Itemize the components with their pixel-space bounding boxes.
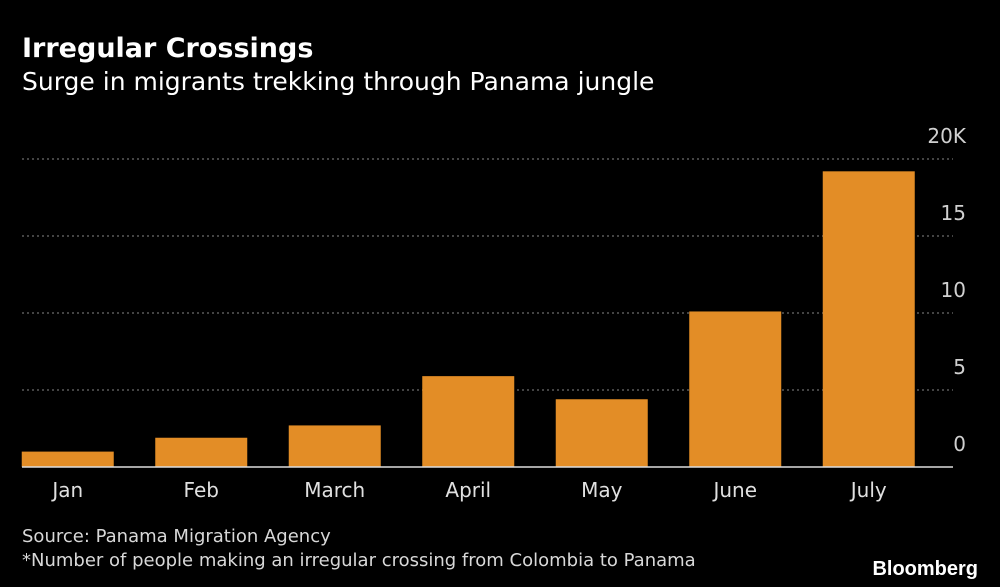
y-tick-label: 0: [953, 432, 966, 456]
x-tick-label: Feb: [184, 478, 219, 502]
bar: [822, 171, 915, 467]
bar: [422, 376, 515, 467]
y-tick-label: 15: [941, 201, 966, 225]
x-tick-label: May: [581, 478, 623, 502]
x-tick-label: March: [304, 478, 365, 502]
bar: [21, 451, 114, 467]
y-tick-label: 5: [953, 355, 966, 379]
source: Source: Panama Migration Agency: [22, 526, 331, 547]
bar: [555, 399, 648, 467]
bar: [288, 425, 381, 467]
bar: [689, 311, 782, 467]
x-tick-label: June: [711, 478, 757, 502]
note: *Number of people making an irregular cr…: [22, 550, 696, 571]
y-tick-label: 20K: [927, 124, 966, 148]
brand: Bloomberg: [872, 558, 978, 580]
x-tick-label: April: [445, 478, 491, 502]
chart-subtitle: Surge in migrants trekking through Panam…: [22, 67, 654, 96]
bar: [155, 437, 248, 467]
x-tick-label: Jan: [50, 478, 83, 502]
x-tick-label: July: [849, 478, 887, 502]
y-tick-label: 10: [941, 278, 966, 302]
chart-title: Irregular Crossings: [22, 33, 313, 64]
